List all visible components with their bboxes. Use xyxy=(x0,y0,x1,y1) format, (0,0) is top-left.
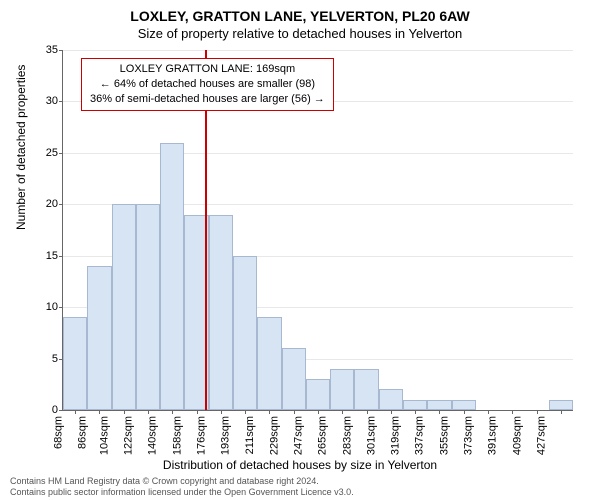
xtick-label: 319sqm xyxy=(390,416,402,455)
footer-line: Contains HM Land Registry data © Crown c… xyxy=(10,476,354,487)
annotation-line: LOXLEY GRATTON LANE: 169sqm xyxy=(90,62,325,77)
plot-area: 0510152025303568sqm86sqm104sqm122sqm140s… xyxy=(62,50,573,411)
chart-title: LOXLEY, GRATTON LANE, YELVERTON, PL20 6A… xyxy=(0,0,600,24)
xtick-mark xyxy=(269,410,270,414)
xtick-mark xyxy=(561,410,562,414)
xtick-label: 427sqm xyxy=(535,416,547,455)
xtick-mark xyxy=(221,410,222,414)
ytick-label: 20 xyxy=(46,198,63,210)
ytick-label: 0 xyxy=(52,404,63,416)
histogram-bar xyxy=(354,369,378,410)
histogram-bar xyxy=(379,389,403,410)
footer-attribution: Contains HM Land Registry data © Crown c… xyxy=(10,476,354,498)
xtick-label: 301sqm xyxy=(365,416,377,455)
xtick-label: 337sqm xyxy=(414,416,426,455)
xtick-label: 283sqm xyxy=(341,416,353,455)
xtick-mark xyxy=(124,410,125,414)
xtick-label: 176sqm xyxy=(195,416,207,455)
x-axis-label: Distribution of detached houses by size … xyxy=(0,458,600,472)
annotation-line: ← 64% of detached houses are smaller (98… xyxy=(90,77,325,92)
xtick-label: 409sqm xyxy=(511,416,523,455)
xtick-mark xyxy=(99,410,100,414)
ytick-label: 15 xyxy=(46,250,63,262)
histogram-bar xyxy=(87,266,111,410)
ytick-label: 30 xyxy=(46,95,63,107)
histogram-bar xyxy=(63,317,87,410)
histogram-bar xyxy=(452,400,476,410)
xtick-mark xyxy=(148,410,149,414)
ytick-label: 5 xyxy=(52,353,63,365)
histogram-bar xyxy=(112,204,136,410)
xtick-label: 373sqm xyxy=(462,416,474,455)
xtick-label: 355sqm xyxy=(438,416,450,455)
ytick-label: 25 xyxy=(46,147,63,159)
xtick-mark xyxy=(537,410,538,414)
xtick-mark xyxy=(245,410,246,414)
histogram-bar xyxy=(549,400,573,410)
histogram-bar xyxy=(233,256,257,410)
histogram-bar xyxy=(330,369,354,410)
xtick-label: 211sqm xyxy=(244,416,256,454)
xtick-mark xyxy=(367,410,368,414)
xtick-mark xyxy=(172,410,173,414)
histogram-bar xyxy=(306,379,330,410)
xtick-mark xyxy=(294,410,295,414)
xtick-mark xyxy=(488,410,489,414)
ytick-label: 35 xyxy=(46,44,63,56)
xtick-label: 193sqm xyxy=(220,416,232,455)
xtick-label: 229sqm xyxy=(268,416,280,455)
xtick-mark xyxy=(75,410,76,414)
gridline xyxy=(63,50,573,51)
xtick-label: 140sqm xyxy=(147,416,159,455)
xtick-mark xyxy=(512,410,513,414)
xtick-mark xyxy=(342,410,343,414)
footer-line: Contains public sector information licen… xyxy=(10,487,354,498)
xtick-mark xyxy=(391,410,392,414)
xtick-label: 265sqm xyxy=(317,416,329,455)
histogram-bar xyxy=(136,204,160,410)
y-axis-label: Number of detached properties xyxy=(14,65,28,230)
histogram-bar xyxy=(282,348,306,410)
chart-subtitle: Size of property relative to detached ho… xyxy=(0,26,600,41)
xtick-label: 391sqm xyxy=(487,416,499,455)
xtick-label: 247sqm xyxy=(292,416,304,455)
histogram-bar xyxy=(160,143,184,410)
property-size-chart: LOXLEY, GRATTON LANE, YELVERTON, PL20 6A… xyxy=(0,0,600,500)
xtick-label: 68sqm xyxy=(53,416,65,449)
gridline xyxy=(63,153,573,154)
xtick-mark xyxy=(464,410,465,414)
xtick-mark xyxy=(439,410,440,414)
xtick-mark xyxy=(318,410,319,414)
ytick-label: 10 xyxy=(46,301,63,313)
xtick-label: 104sqm xyxy=(98,416,110,455)
xtick-mark xyxy=(415,410,416,414)
annotation-line: 36% of semi-detached houses are larger (… xyxy=(90,92,325,107)
histogram-bar xyxy=(403,400,427,410)
xtick-label: 158sqm xyxy=(171,416,183,455)
xtick-label: 122sqm xyxy=(122,416,134,455)
xtick-label: 86sqm xyxy=(77,416,89,449)
annotation-box: LOXLEY GRATTON LANE: 169sqm ← 64% of det… xyxy=(81,58,334,111)
histogram-bar xyxy=(209,215,233,410)
histogram-bar xyxy=(257,317,281,410)
xtick-mark xyxy=(197,410,198,414)
histogram-bar xyxy=(427,400,451,410)
